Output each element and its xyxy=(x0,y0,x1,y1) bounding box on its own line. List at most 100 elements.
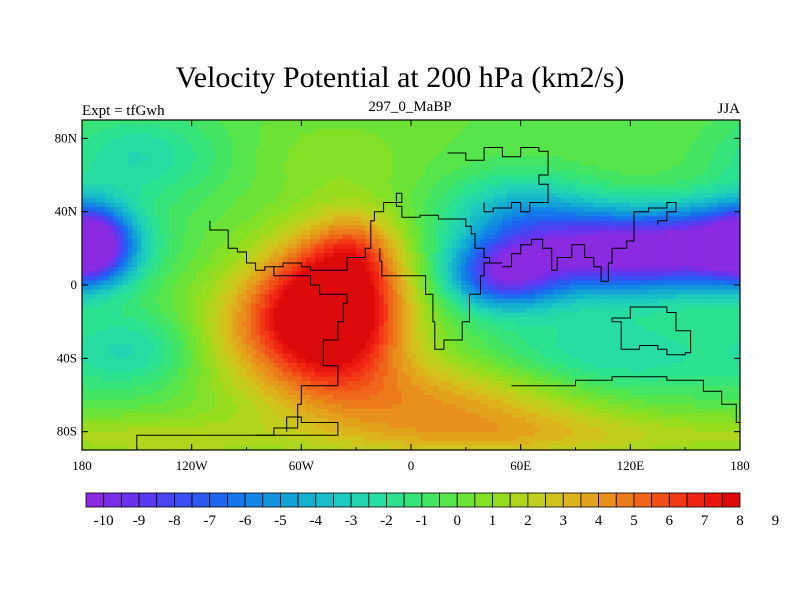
field-cell xyxy=(420,252,426,259)
field-cell xyxy=(685,202,691,208)
field-cell xyxy=(698,262,705,268)
field-cell xyxy=(109,175,115,181)
field-cell xyxy=(269,161,275,167)
field-cell xyxy=(159,230,165,236)
field-cell xyxy=(497,230,503,236)
field-cell xyxy=(456,220,462,227)
field-cell xyxy=(557,193,563,199)
field-cell xyxy=(123,243,129,249)
field-cell xyxy=(411,124,417,130)
field-cell xyxy=(726,266,732,272)
field-cell xyxy=(689,142,695,149)
field-cell xyxy=(214,275,220,282)
field-cell xyxy=(666,193,673,199)
field-cell xyxy=(191,138,197,144)
field-cell xyxy=(200,133,206,139)
field-cell xyxy=(484,197,490,204)
field-cell xyxy=(324,170,330,176)
field-cell xyxy=(337,275,344,282)
field-cell xyxy=(383,193,389,199)
field-cell xyxy=(429,257,435,263)
field-cell xyxy=(548,230,554,236)
field-cell xyxy=(538,234,545,240)
field-cell xyxy=(150,262,156,268)
field-cell xyxy=(273,184,280,190)
field-cell xyxy=(95,225,101,231)
field-cell xyxy=(136,170,142,176)
field-cell xyxy=(187,142,193,149)
field-cell xyxy=(415,138,421,144)
field-cell xyxy=(484,133,490,139)
field-cell xyxy=(123,147,129,153)
field-cell xyxy=(351,184,357,190)
field-cell xyxy=(301,165,307,172)
field-cell xyxy=(123,175,129,181)
field-cell xyxy=(397,234,403,240)
field-cell xyxy=(283,225,289,231)
field-cell xyxy=(333,124,339,130)
field-cell xyxy=(182,179,188,185)
field-cell xyxy=(644,230,650,236)
field-cell xyxy=(287,188,293,194)
field-cell xyxy=(191,184,197,190)
field-cell xyxy=(187,193,193,199)
field-cell xyxy=(337,266,344,272)
field-cell xyxy=(703,179,709,185)
field-cell xyxy=(625,147,631,153)
field-cell xyxy=(525,138,531,144)
field-cell xyxy=(182,138,188,144)
field-cell xyxy=(566,262,572,268)
field-cell xyxy=(511,133,517,139)
field-cell xyxy=(456,266,462,272)
field-cell xyxy=(328,193,334,199)
field-cell xyxy=(470,197,476,204)
field-cell xyxy=(621,152,627,158)
field-cell xyxy=(319,184,325,190)
field-cell xyxy=(488,197,494,204)
field-cell xyxy=(538,165,545,172)
field-cell xyxy=(717,234,723,240)
field-cell xyxy=(621,197,627,204)
field-cell xyxy=(653,193,659,199)
field-cell xyxy=(100,133,106,139)
field-cell xyxy=(328,129,334,135)
field-cell xyxy=(177,202,184,208)
field-cell xyxy=(584,129,590,135)
field-cell xyxy=(219,202,225,208)
field-cell xyxy=(292,184,298,190)
field-cell xyxy=(484,193,490,199)
field-cell xyxy=(360,142,366,149)
field-cell xyxy=(406,129,412,135)
field-cell xyxy=(164,225,170,231)
field-cell xyxy=(342,271,348,277)
field-cell xyxy=(301,175,307,181)
field-cell xyxy=(319,152,325,158)
field-cell xyxy=(488,184,494,190)
field-cell xyxy=(305,147,312,153)
field-cell xyxy=(95,124,101,130)
field-cell xyxy=(429,188,435,194)
field-cell xyxy=(721,165,727,172)
field-cell xyxy=(182,248,188,254)
field-cell xyxy=(145,188,152,194)
field-cell xyxy=(721,262,727,268)
field-cell xyxy=(392,225,398,231)
field-cell xyxy=(118,225,124,231)
field-cell xyxy=(173,124,179,130)
field-cell xyxy=(584,156,590,162)
field-cell xyxy=(91,202,97,208)
field-cell xyxy=(342,170,348,176)
field-cell xyxy=(82,165,88,172)
field-cell xyxy=(209,188,216,194)
field-cell xyxy=(251,147,257,153)
field-cell xyxy=(644,271,650,277)
field-cell xyxy=(516,252,522,259)
field-cell xyxy=(598,170,604,176)
field-cell xyxy=(470,271,476,277)
field-cell xyxy=(630,243,636,249)
field-cell xyxy=(337,165,344,172)
field-cell xyxy=(132,211,138,217)
field-cell xyxy=(671,138,677,144)
field-cell xyxy=(721,193,727,199)
field-cell xyxy=(319,220,325,227)
